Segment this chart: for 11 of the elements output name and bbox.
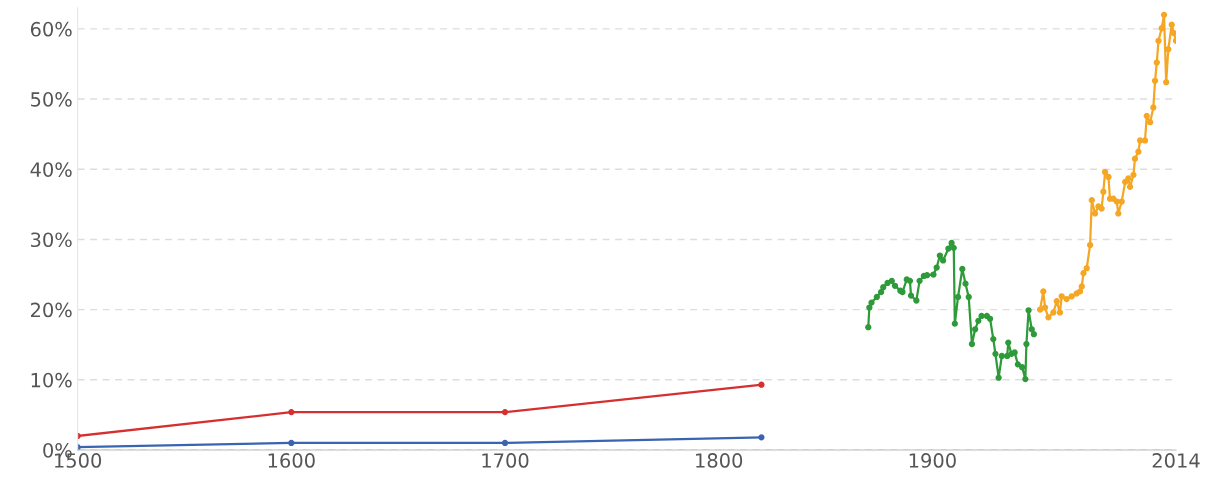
x-tick-label: 1700 (482, 453, 529, 468)
x-tick-label: 2014 (1152, 453, 1200, 468)
x-tick-label: 1600 (268, 453, 315, 468)
y-tick-label: 40% (30, 162, 72, 177)
y-tick-label: 50% (31, 92, 72, 107)
x-tick-label: 1900 (909, 453, 956, 468)
x-tick-label: 1800 (696, 453, 743, 468)
y-tick-label: 60% (30, 21, 72, 37)
y-tick-label: 10% (31, 372, 72, 388)
y-tick-label: 30% (31, 232, 72, 248)
y-tick-label: 20% (30, 302, 72, 318)
